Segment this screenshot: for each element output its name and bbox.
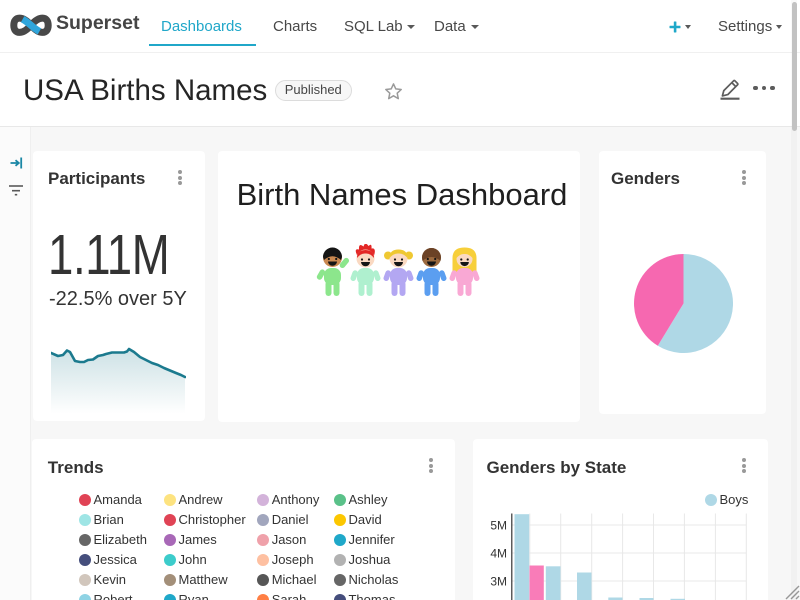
svg-text:5M: 5M	[490, 518, 507, 532]
svg-text:4M: 4M	[490, 546, 507, 560]
svg-text:3M: 3M	[490, 574, 507, 588]
